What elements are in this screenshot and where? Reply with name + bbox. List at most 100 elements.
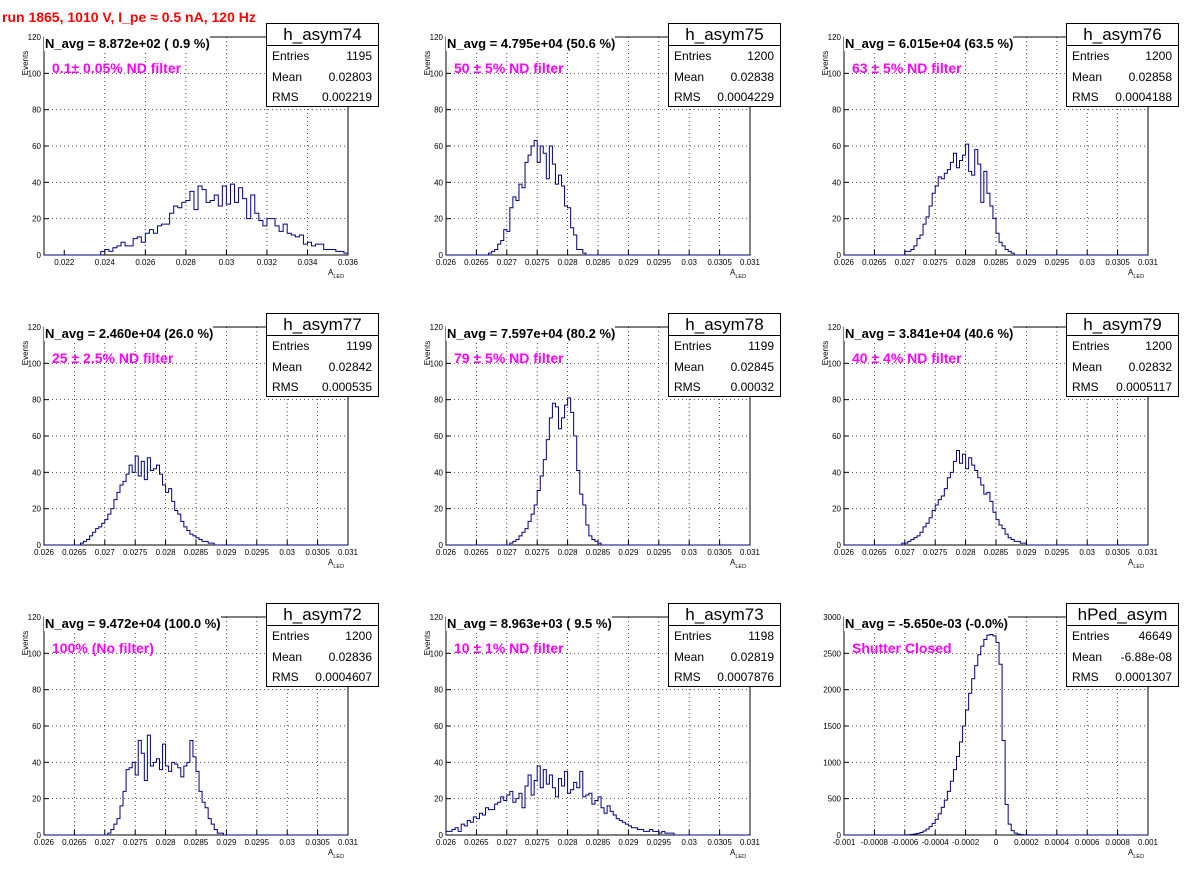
x-tick-label: 0.0265 (464, 258, 489, 267)
filter-label: 10 ± 1% ND filter (454, 640, 564, 656)
x-tick-label: 0.03 (279, 548, 295, 557)
y-tick-label: 20 (32, 505, 41, 514)
y-tick-label: 120 (28, 613, 42, 622)
stats-value: 0.0005117 (1116, 380, 1172, 394)
x-tick-label: 0.0265 (464, 548, 489, 557)
x-tick-label: 0.0004 (1045, 838, 1070, 847)
y-tick-label: 100 (430, 649, 444, 658)
y-tick-label: 100 (28, 359, 42, 368)
stats-label: Entries (1072, 629, 1110, 643)
stats-value: 1195 (346, 49, 372, 63)
y-tick-label: 0 (37, 831, 42, 840)
x-tick-label: 0.031 (740, 258, 761, 267)
y-tick-label: 120 (828, 33, 842, 42)
stats-label: Mean (1072, 69, 1103, 84)
y-tick-label: 40 (32, 178, 41, 187)
y-axis-label: Events (821, 341, 830, 365)
stats-row-entries: Entries 1198 (669, 626, 780, 647)
x-tick-label: 0.027 (95, 838, 116, 847)
x-tick-label: 0.03 (1079, 548, 1095, 557)
y-tick-label: 0 (439, 251, 444, 260)
y-tick-label: 20 (434, 795, 443, 804)
x-tick-label: 0.0275 (123, 838, 148, 847)
stats-title: hPed_asym (1067, 604, 1178, 626)
stats-label: Mean (272, 359, 303, 374)
histogram-pad-h_asym72: 0.026 0.0265 0.027 0.0275 0.028 0.0285 0.029 0.… (0, 580, 390, 860)
x-tick-label: 0.026 (834, 258, 855, 267)
y-axis-label: Events (21, 341, 30, 365)
stats-label: Entries (674, 339, 712, 353)
stats-row-entries: Entries 1200 (267, 626, 378, 647)
y-tick-label: 80 (434, 686, 443, 695)
y-tick-label: 80 (32, 106, 41, 115)
x-tick-label: 0.027 (497, 548, 518, 557)
y-tick-label: 60 (434, 432, 443, 441)
page-title: run 1865, 1010 V, I_pe ≈ 0.5 nA, 120 Hz (2, 9, 256, 25)
x-tick-label: 0.029 (618, 838, 639, 847)
x-tick-label: 0.0265 (62, 548, 87, 557)
stats-row-mean: Mean 0.02858 (1067, 67, 1178, 88)
stats-value: 0.00032 (730, 380, 774, 394)
x-tick-label: 0.031 (740, 838, 761, 847)
x-axis-label: ALED (328, 848, 344, 860)
stats-value: 0.0004607 (315, 670, 372, 684)
y-tick-label: 2000 (823, 686, 841, 695)
x-tick-label: 0.0295 (647, 258, 672, 267)
histogram-pad-h_asym77: 0.026 0.0265 0.027 0.0275 0.028 0.0285 0.029 0.… (0, 290, 390, 570)
stats-title: h_asym72 (267, 604, 378, 626)
y-tick-label: 100 (430, 69, 444, 78)
stats-value: 0.02842 (328, 359, 372, 374)
stats-title: h_asym79 (1067, 314, 1178, 336)
stats-value: 1200 (747, 49, 774, 63)
y-tick-label: 20 (32, 795, 41, 804)
stats-label: Mean (674, 649, 705, 664)
y-tick-label: 500 (828, 795, 842, 804)
navg-annotation: N_avg = -5.650e-03 (-0.0%) (844, 616, 1008, 631)
x-tick-label: 0.0305 (305, 838, 330, 847)
x-tick-label: 0.031 (1138, 548, 1159, 557)
stats-label: Mean (272, 649, 303, 664)
stats-row-mean: Mean 0.02836 (267, 647, 378, 668)
y-tick-label: 40 (434, 468, 443, 477)
y-tick-label: 2500 (823, 649, 841, 658)
stats-label: Entries (272, 629, 310, 643)
stats-label: RMS (1072, 380, 1099, 394)
filter-label: Shutter Closed (852, 640, 952, 656)
stats-box: h_asym77 Entries 1199 Mean 0.02842 RMS 0.00053… (266, 313, 379, 397)
histogram-plot: 0.026 0.0265 0.027 0.0275 0.028 0.0285 0.029 0.… (821, 33, 1159, 280)
x-tick-label: 0.001 (1138, 838, 1159, 847)
navg-annotation: N_avg = 8.872e+02 ( 0.9 %) (44, 36, 210, 51)
y-tick-label: 60 (832, 432, 841, 441)
stats-label: Entries (272, 49, 310, 63)
x-axis-label: ALED (730, 848, 746, 860)
x-tick-label: 0.0305 (1105, 258, 1130, 267)
stats-row-mean: Mean 0.02832 (1067, 357, 1178, 378)
filter-label: 25 ± 2.5% ND filter (52, 350, 174, 366)
stats-row-mean: Mean 0.02819 (669, 647, 780, 668)
stats-row-entries: Entries 1199 (669, 336, 780, 357)
y-tick-label: 80 (434, 106, 443, 115)
stats-row-mean: Mean 0.02803 (267, 67, 378, 88)
filter-label: 0.1± 0.05% ND filter (52, 60, 182, 76)
x-tick-label: -0.0002 (952, 838, 980, 847)
x-tick-label: -0.001 (833, 838, 856, 847)
filter-label: 100% (No filter) (52, 640, 154, 656)
x-tick-label: 0.027 (895, 548, 916, 557)
x-tick-label: 0.026 (436, 548, 457, 557)
x-tick-label: 0.0285 (984, 548, 1009, 557)
y-axis-label: Events (423, 51, 432, 75)
y-tick-label: 40 (32, 468, 41, 477)
stats-label: Mean (272, 69, 303, 84)
x-tick-label: -0.0004 (922, 838, 950, 847)
stats-row-entries: Entries 1200 (669, 46, 780, 67)
x-tick-label: 0.026 (436, 258, 457, 267)
y-tick-label: 0 (37, 251, 42, 260)
x-axis-label: ALED (1128, 848, 1144, 860)
x-tick-label: -0.0008 (861, 838, 889, 847)
y-tick-label: 20 (434, 215, 443, 224)
x-tick-label: 0.0295 (1045, 258, 1070, 267)
stats-row-mean: Mean 0.02845 (669, 357, 780, 378)
y-tick-label: 120 (430, 33, 444, 42)
y-tick-label: 3000 (823, 613, 841, 622)
histogram-line (844, 143, 1148, 256)
